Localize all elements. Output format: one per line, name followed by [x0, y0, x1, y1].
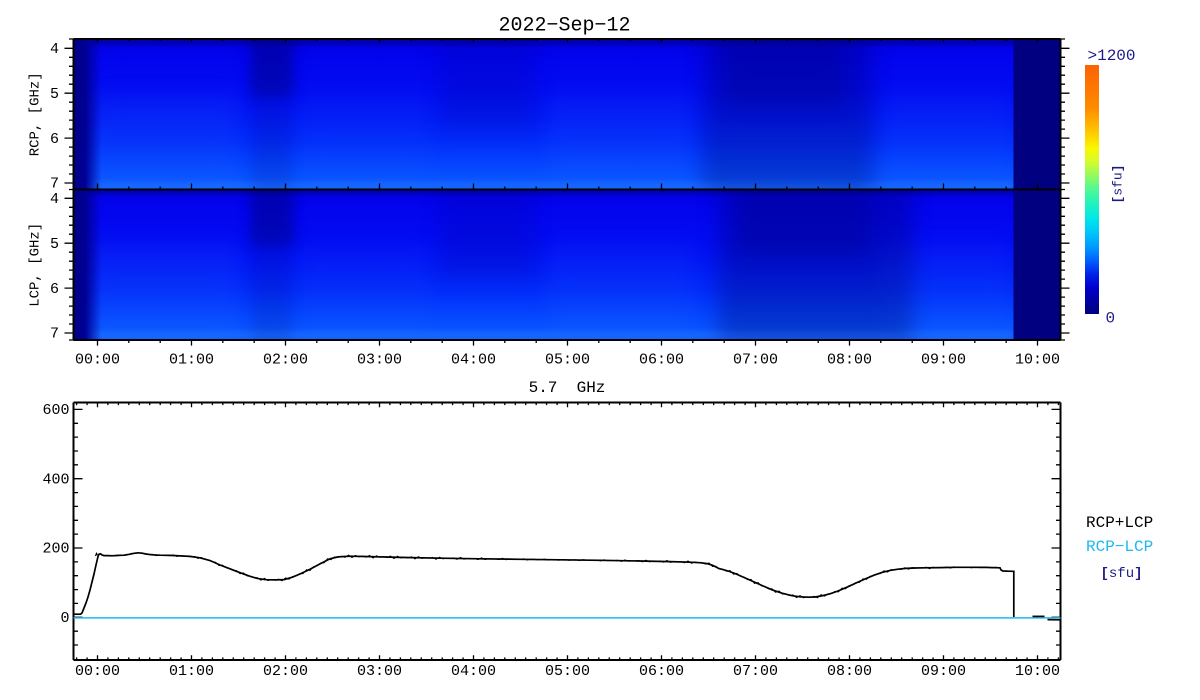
svg-text:6: 6: [50, 131, 59, 148]
svg-text:5.7 GHz: 5.7 GHz: [529, 379, 606, 397]
svg-text:00:00: 00:00: [75, 351, 120, 368]
svg-text:RCP+LCP: RCP+LCP: [1086, 514, 1153, 532]
svg-text:[sfu]: [sfu]: [1101, 566, 1143, 582]
svg-text:06:00: 06:00: [639, 351, 684, 368]
svg-text:2022−Sep−12: 2022−Sep−12: [498, 15, 630, 38]
svg-text:01:00: 01:00: [169, 663, 214, 680]
svg-text:6: 6: [50, 281, 59, 298]
svg-text:LCP, [GHz]: LCP, [GHz]: [27, 223, 43, 307]
svg-text:[sfu]: [sfu]: [1111, 164, 1126, 203]
svg-text:00:00: 00:00: [75, 663, 120, 680]
svg-text:07:00: 07:00: [733, 351, 778, 368]
svg-text:4: 4: [50, 191, 59, 208]
svg-text:09:00: 09:00: [921, 663, 966, 680]
svg-text:RCP−LCP: RCP−LCP: [1086, 538, 1153, 556]
svg-text:03:00: 03:00: [357, 663, 402, 680]
svg-text:03:00: 03:00: [357, 351, 402, 368]
svg-text:08:00: 08:00: [827, 663, 872, 680]
svg-text:09:00: 09:00: [921, 351, 966, 368]
svg-text:08:00: 08:00: [827, 351, 872, 368]
svg-text:02:00: 02:00: [263, 663, 308, 680]
svg-text:0: 0: [1106, 310, 1116, 328]
svg-text:400: 400: [42, 471, 69, 488]
svg-text:04:00: 04:00: [451, 663, 496, 680]
svg-text:05:00: 05:00: [545, 663, 590, 680]
svg-text:05:00: 05:00: [545, 351, 590, 368]
svg-text:02:00: 02:00: [263, 351, 308, 368]
svg-text:10:00: 10:00: [1015, 663, 1060, 680]
svg-text:4: 4: [50, 41, 59, 58]
svg-text:0: 0: [60, 610, 69, 627]
svg-text:>1200: >1200: [1088, 47, 1136, 65]
svg-text:07:00: 07:00: [733, 663, 778, 680]
svg-text:600: 600: [42, 402, 69, 419]
svg-text:10:00: 10:00: [1015, 351, 1060, 368]
svg-text:01:00: 01:00: [169, 351, 214, 368]
svg-text:RCP, [GHz]: RCP, [GHz]: [27, 72, 43, 156]
svg-text:7: 7: [50, 176, 59, 193]
svg-text:5: 5: [50, 236, 59, 253]
svg-text:5: 5: [50, 86, 59, 103]
svg-text:06:00: 06:00: [639, 663, 684, 680]
svg-text:04:00: 04:00: [451, 351, 496, 368]
svg-text:7: 7: [50, 326, 59, 343]
svg-text:200: 200: [42, 541, 69, 558]
